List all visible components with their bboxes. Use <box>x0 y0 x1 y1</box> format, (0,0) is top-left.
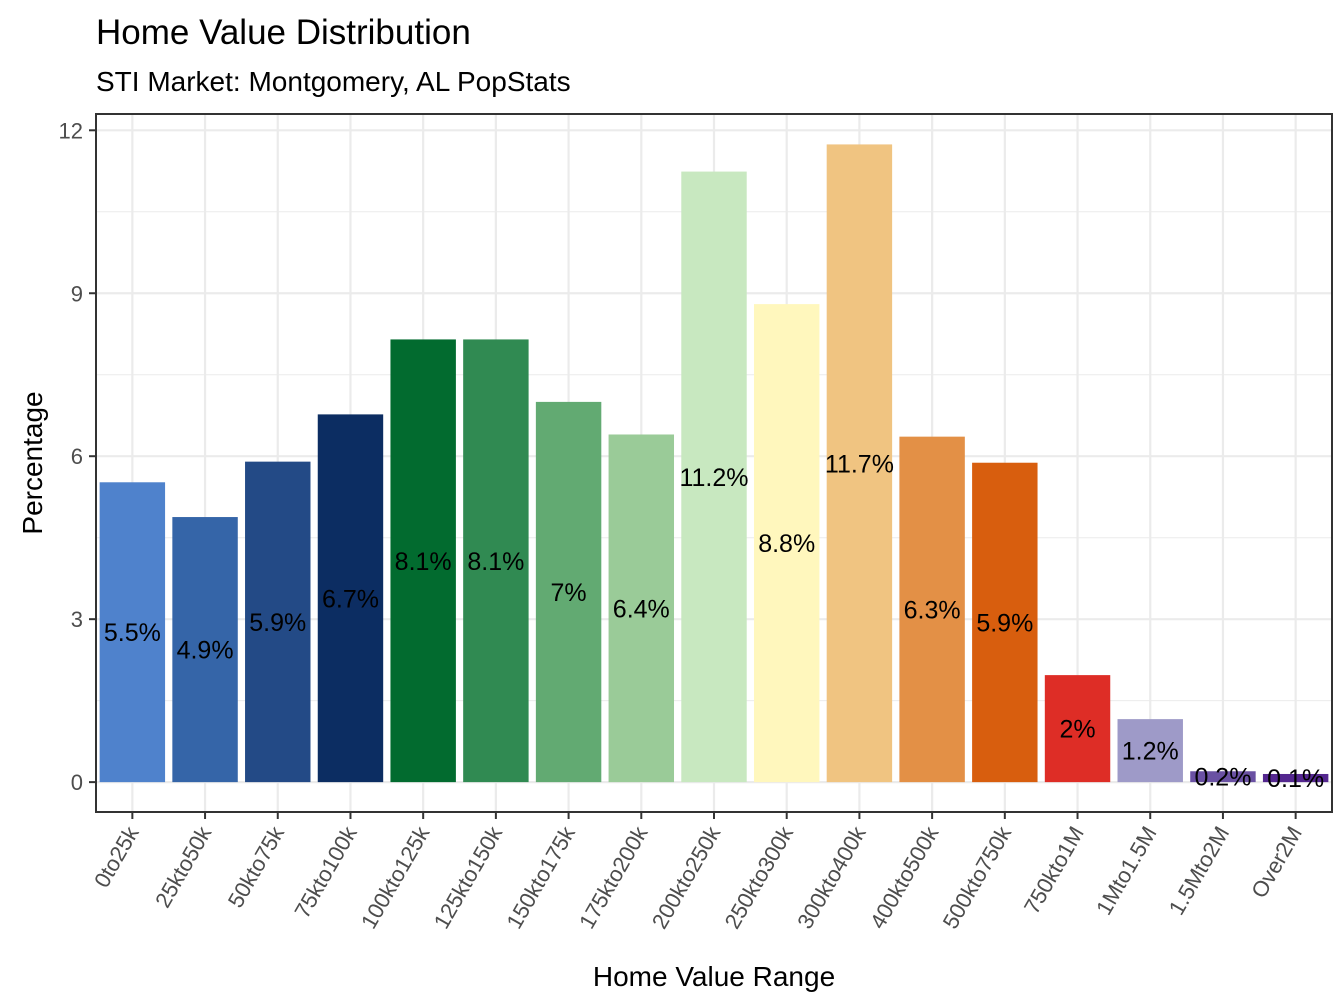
data-labels: 5.5% 4.9% 5.9% 6.7% 8.1% 8.1% 7% 6.4% 11.2% 8.8% 1… <box>104 450 1324 793</box>
bar-200kto250k <box>681 171 747 783</box>
x-tick-label: 50kto75k <box>223 821 290 912</box>
x-tick-label: 75kto100k <box>289 821 362 922</box>
y-axis: 0 3 6 9 12 <box>59 118 96 795</box>
data-label: 11.2% <box>679 464 748 492</box>
x-tick-label: 0to25k <box>89 821 144 892</box>
bar-150kto175k <box>535 401 602 783</box>
y-tick-label: 3 <box>71 607 83 632</box>
bar-75kto100k <box>317 414 384 783</box>
x-tick-label: 25kto50k <box>150 821 217 912</box>
data-label: 5.5% <box>104 619 161 647</box>
bar-1Mto1.5M <box>1117 719 1183 783</box>
x-tick-label: 1Mto1.5M <box>1091 822 1162 919</box>
y-tick-label: 0 <box>71 770 83 795</box>
x-tick-label: 175kto200k <box>574 821 653 933</box>
x-tick-label: Over2M <box>1246 822 1307 902</box>
bar-100kto125k <box>390 339 456 783</box>
data-label: 8.8% <box>758 530 815 558</box>
bar-500kto750k <box>972 462 1038 783</box>
y-tick-label: 12 <box>59 118 83 143</box>
bar-125kto150k <box>463 339 529 783</box>
bar-175kto200k <box>608 434 675 783</box>
x-tick-label: 150kto175k <box>501 821 580 933</box>
bar-1.5Mto2M <box>1190 771 1256 783</box>
x-tick-label: 1.5Mto2M <box>1164 822 1235 919</box>
bars <box>99 144 1329 783</box>
data-label: 5.9% <box>976 609 1033 637</box>
data-label: 5.9% <box>249 609 306 637</box>
data-label: 8.1% <box>467 548 524 576</box>
bar-750kto1M <box>1044 675 1111 783</box>
x-tick-label: 250kto300k <box>720 821 799 933</box>
data-label: 6.4% <box>613 595 670 623</box>
data-label: 8.1% <box>395 548 452 576</box>
bar-25kto50k <box>172 517 238 783</box>
data-label: 1.2% <box>1122 738 1179 766</box>
x-axis-title: Home Value Range <box>593 961 835 992</box>
data-label: 6.7% <box>322 585 379 613</box>
bar-250kto300k <box>753 304 820 783</box>
x-tick-label: 100kto125k <box>356 821 435 933</box>
bar-0to25k <box>99 482 166 783</box>
data-label: 6.3% <box>904 596 961 624</box>
x-tick-label: 750kto1M <box>1019 822 1089 918</box>
y-tick-label: 6 <box>71 444 83 469</box>
chart-subtitle: STI Market: Montgomery, AL PopStats <box>96 66 571 97</box>
chart-title: Home Value Distribution <box>96 13 471 52</box>
data-label: 11.7% <box>825 450 894 478</box>
data-label: 2% <box>1059 716 1095 744</box>
data-label: 7% <box>551 579 587 607</box>
data-label: 0.1% <box>1267 765 1324 793</box>
y-axis-title: Percentage <box>17 391 48 534</box>
y-tick-label: 9 <box>71 281 83 306</box>
data-label: 0.2% <box>1194 764 1251 792</box>
bar-50kto75k <box>245 461 311 783</box>
data-label: 4.9% <box>177 637 234 665</box>
x-tick-label: 300kto400k <box>792 821 871 933</box>
x-tick-label: 125kto150k <box>429 821 508 933</box>
x-tick-label: 400kto500k <box>865 821 944 933</box>
x-axis: 0to25k 25kto50k 50kto75k 75kto100k100kto125… <box>89 812 1307 933</box>
x-tick-label: 200kto250k <box>647 821 726 933</box>
bar-Over2M <box>1262 773 1329 783</box>
x-tick-label: 500kto750k <box>938 821 1017 933</box>
bar-400kto500k <box>899 436 965 783</box>
bar-300kto400k <box>826 144 893 783</box>
